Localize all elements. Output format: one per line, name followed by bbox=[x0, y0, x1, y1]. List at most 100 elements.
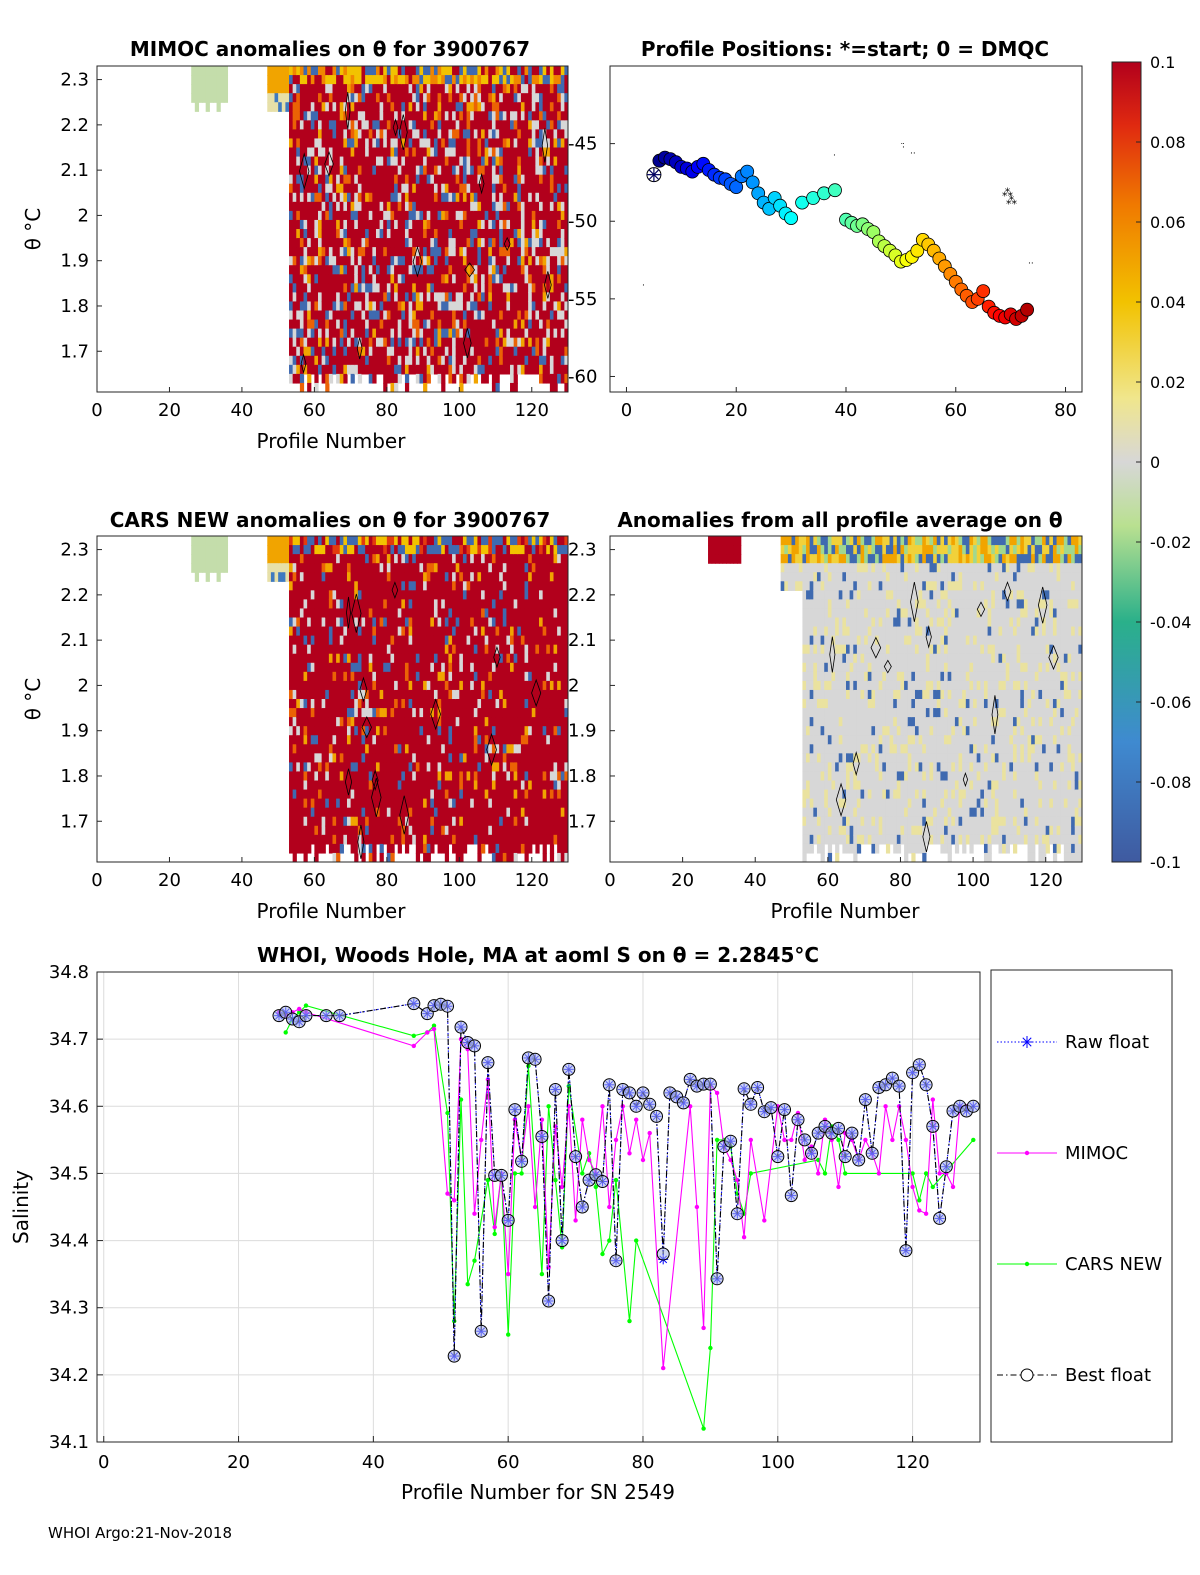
heatmap-cell bbox=[383, 219, 388, 230]
heatmap-cell bbox=[372, 536, 377, 546]
heatmap-cell bbox=[292, 771, 297, 782]
heatmap-cell bbox=[404, 219, 410, 230]
heatmap-cell bbox=[299, 120, 305, 130]
heatmap-cell bbox=[397, 572, 402, 582]
heatmap-cell bbox=[404, 238, 410, 248]
heatmap-cell bbox=[307, 283, 312, 293]
heatmap-cell bbox=[477, 798, 482, 809]
heatmap-cell bbox=[441, 671, 446, 682]
heatmap-cell bbox=[462, 599, 468, 610]
heatmap-cell bbox=[325, 590, 330, 600]
heatmap-cell bbox=[394, 183, 399, 194]
heatmap-cell bbox=[542, 102, 547, 112]
heatmap-cell bbox=[433, 753, 439, 763]
heatmap-cell bbox=[346, 536, 352, 546]
heatmap-cell bbox=[433, 247, 439, 257]
heatmap-cell bbox=[318, 689, 323, 700]
heatmap-cell bbox=[292, 319, 297, 330]
heatmap-cell bbox=[336, 699, 341, 709]
heatmap-cell bbox=[289, 798, 294, 809]
heatmap-cell bbox=[307, 608, 312, 619]
heatmap-cell bbox=[481, 744, 486, 754]
heatmap-cell bbox=[459, 717, 464, 727]
contour-line bbox=[299, 152, 310, 191]
heatmap-cell bbox=[473, 238, 479, 248]
heatmap-cell bbox=[390, 174, 395, 185]
heatmap-cell bbox=[528, 229, 533, 239]
heatmap-cell bbox=[470, 165, 475, 176]
heatmap-cell bbox=[408, 590, 413, 600]
heatmap-cell bbox=[408, 617, 413, 628]
heatmap-cell bbox=[321, 626, 326, 637]
heatmap-cell bbox=[289, 753, 294, 763]
heatmap-cell bbox=[491, 292, 497, 303]
heatmap-cell bbox=[535, 355, 540, 366]
heatmap-cell bbox=[462, 798, 468, 809]
heatmap-cell bbox=[502, 192, 507, 203]
heatmap-cell bbox=[437, 563, 442, 573]
heatmap-cell bbox=[379, 66, 384, 76]
heatmap-cell bbox=[459, 174, 464, 185]
heatmap-cell bbox=[477, 789, 482, 800]
heatmap-cell bbox=[404, 256, 410, 266]
heatmap-cell bbox=[459, 283, 464, 293]
heatmap-cell bbox=[473, 608, 479, 619]
heatmap-cell bbox=[466, 635, 471, 646]
heatmap-cell bbox=[510, 238, 515, 248]
heatmap-cell bbox=[415, 328, 421, 339]
heatmap-cell bbox=[368, 201, 373, 212]
heatmap-cell bbox=[296, 617, 301, 628]
heatmap-cell bbox=[437, 337, 442, 348]
heatmap-cell bbox=[426, 599, 431, 610]
heatmap-cell bbox=[270, 545, 276, 555]
heatmap-cell bbox=[481, 373, 486, 384]
heatmap-cell bbox=[535, 283, 540, 293]
heatmap-cell bbox=[415, 834, 421, 845]
heatmap-cell bbox=[437, 780, 442, 791]
heatmap-cell bbox=[477, 708, 482, 718]
heatmap-cell bbox=[289, 102, 294, 112]
heatmap-cell bbox=[394, 753, 399, 763]
heatmap-cell bbox=[205, 536, 210, 546]
heatmap-cell bbox=[394, 662, 399, 673]
heatmap-cell bbox=[354, 744, 359, 754]
heatmap-cell bbox=[346, 355, 352, 366]
heatmap-cell bbox=[350, 283, 355, 293]
heatmap-cell bbox=[307, 789, 312, 800]
heatmap-cell bbox=[296, 355, 301, 366]
heatmap-cell bbox=[368, 274, 373, 284]
heatmap-cell bbox=[303, 626, 308, 637]
heatmap-cell bbox=[444, 283, 450, 293]
heatmap-cell bbox=[375, 572, 381, 582]
colorbar-tick-label: 0.04 bbox=[1150, 293, 1186, 312]
heatmap-cell bbox=[281, 75, 286, 85]
heatmap-cell bbox=[444, 247, 450, 257]
heatmap-cell bbox=[459, 364, 464, 375]
heatmap-cell bbox=[296, 192, 301, 203]
heatmap-cell bbox=[346, 816, 352, 827]
heatmap-cell bbox=[310, 319, 315, 330]
heatmap-cell bbox=[307, 301, 312, 312]
heatmap-cell bbox=[212, 84, 218, 94]
heatmap-cell bbox=[390, 129, 395, 140]
heatmap-cell bbox=[491, 120, 497, 130]
heatmap-cell bbox=[361, 708, 366, 718]
heatmap-cell bbox=[441, 310, 446, 321]
heatmap-cell bbox=[426, 292, 431, 303]
heatmap-cell bbox=[357, 599, 363, 610]
heatmap-cell bbox=[404, 201, 410, 212]
heatmap-cell bbox=[433, 229, 439, 239]
heatmap-cell bbox=[462, 292, 468, 303]
heatmap-cell bbox=[473, 762, 479, 773]
heatmap-cell bbox=[365, 310, 370, 321]
heatmap-cell bbox=[198, 66, 203, 76]
heatmap-cell bbox=[270, 563, 276, 573]
heatmap-cell bbox=[539, 210, 544, 221]
heatmap-cell bbox=[289, 843, 294, 854]
heatmap-cell bbox=[433, 310, 439, 321]
heatmap-cell bbox=[520, 111, 526, 121]
heatmap-cell bbox=[346, 219, 352, 230]
heatmap-cell bbox=[481, 238, 486, 248]
heatmap-cell bbox=[430, 680, 435, 691]
heatmap-cell bbox=[488, 319, 493, 330]
